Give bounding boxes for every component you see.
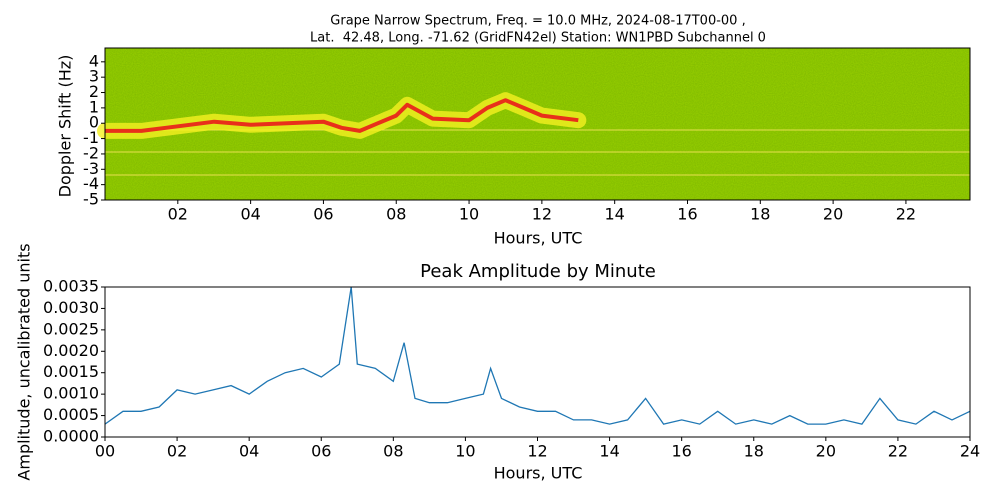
- x-tick-label: 18: [750, 205, 770, 224]
- x-tick-label: 00: [95, 442, 115, 461]
- doppler-trace: [105, 98, 579, 133]
- x-tick-label: 20: [823, 205, 843, 224]
- x-tick-label: 06: [311, 442, 331, 461]
- y-tick-label: 0.0005: [43, 405, 99, 424]
- x-tick-label: 04: [239, 442, 259, 461]
- y-tick-label: 0: [89, 113, 99, 132]
- x-tick-label: 14: [605, 205, 625, 224]
- y-tick-label: 0.0015: [43, 362, 99, 381]
- y-tick-label: -5: [83, 190, 99, 209]
- y-tick-label: 0.0020: [43, 341, 99, 360]
- y-tick-label: -4: [83, 174, 99, 193]
- y-tick-label: 0.0025: [43, 319, 99, 338]
- y-tick-label: 1: [89, 97, 99, 116]
- x-tick-label: 02: [168, 205, 188, 224]
- x-tick-label: 18: [744, 442, 764, 461]
- x-tick-label: 12: [527, 442, 547, 461]
- y-tick-label: -2: [83, 143, 99, 162]
- x-tick-label: 08: [383, 442, 403, 461]
- x-tick-label: 24: [960, 442, 980, 461]
- y-tick-label: 0.0000: [43, 427, 99, 446]
- y-axis-label: Doppler Shift (Hz): [56, 55, 75, 198]
- x-axis-label: Hours, UTC: [494, 229, 583, 248]
- y-tick-label: 0.0035: [43, 277, 99, 296]
- x-tick-label: 22: [896, 205, 916, 224]
- x-tick-label: 08: [386, 205, 406, 224]
- x-tick-label: 04: [240, 205, 260, 224]
- x-tick-label: 10: [459, 205, 479, 224]
- x-tick-label: 20: [816, 442, 836, 461]
- chart-title: Grape Narrow Spectrum, Freq. = 10.0 MHz,…: [330, 14, 745, 29]
- y-tick-label: -3: [83, 159, 99, 178]
- plot-frame: [104, 47, 971, 201]
- y-tick-label: 0.0030: [43, 298, 99, 317]
- x-axis-label: Hours, UTC: [494, 464, 583, 483]
- x-tick-label: 10: [455, 442, 475, 461]
- chart-title: Peak Amplitude by Minute: [420, 261, 656, 282]
- y-tick-label: 2: [89, 82, 99, 101]
- x-tick-label: 22: [888, 442, 908, 461]
- chart-title: Lat. 42.48, Long. -71.62 (GridFN42el) St…: [310, 31, 766, 46]
- y-axis-label: Amplitude, uncalibrated units: [15, 243, 34, 480]
- amplitude-line: [104, 286, 971, 425]
- y-tick-label: 0.0010: [43, 384, 99, 403]
- x-tick-label: 16: [677, 205, 697, 224]
- x-tick-label: 14: [599, 442, 619, 461]
- plot-frame: [104, 286, 971, 438]
- y-tick-label: -1: [83, 128, 99, 147]
- x-tick-label: 12: [532, 205, 552, 224]
- x-tick-label: 16: [671, 442, 691, 461]
- x-tick-label: 06: [313, 205, 333, 224]
- x-tick-label: 02: [167, 442, 187, 461]
- y-tick-label: 3: [89, 67, 99, 86]
- y-tick-label: 4: [89, 51, 99, 70]
